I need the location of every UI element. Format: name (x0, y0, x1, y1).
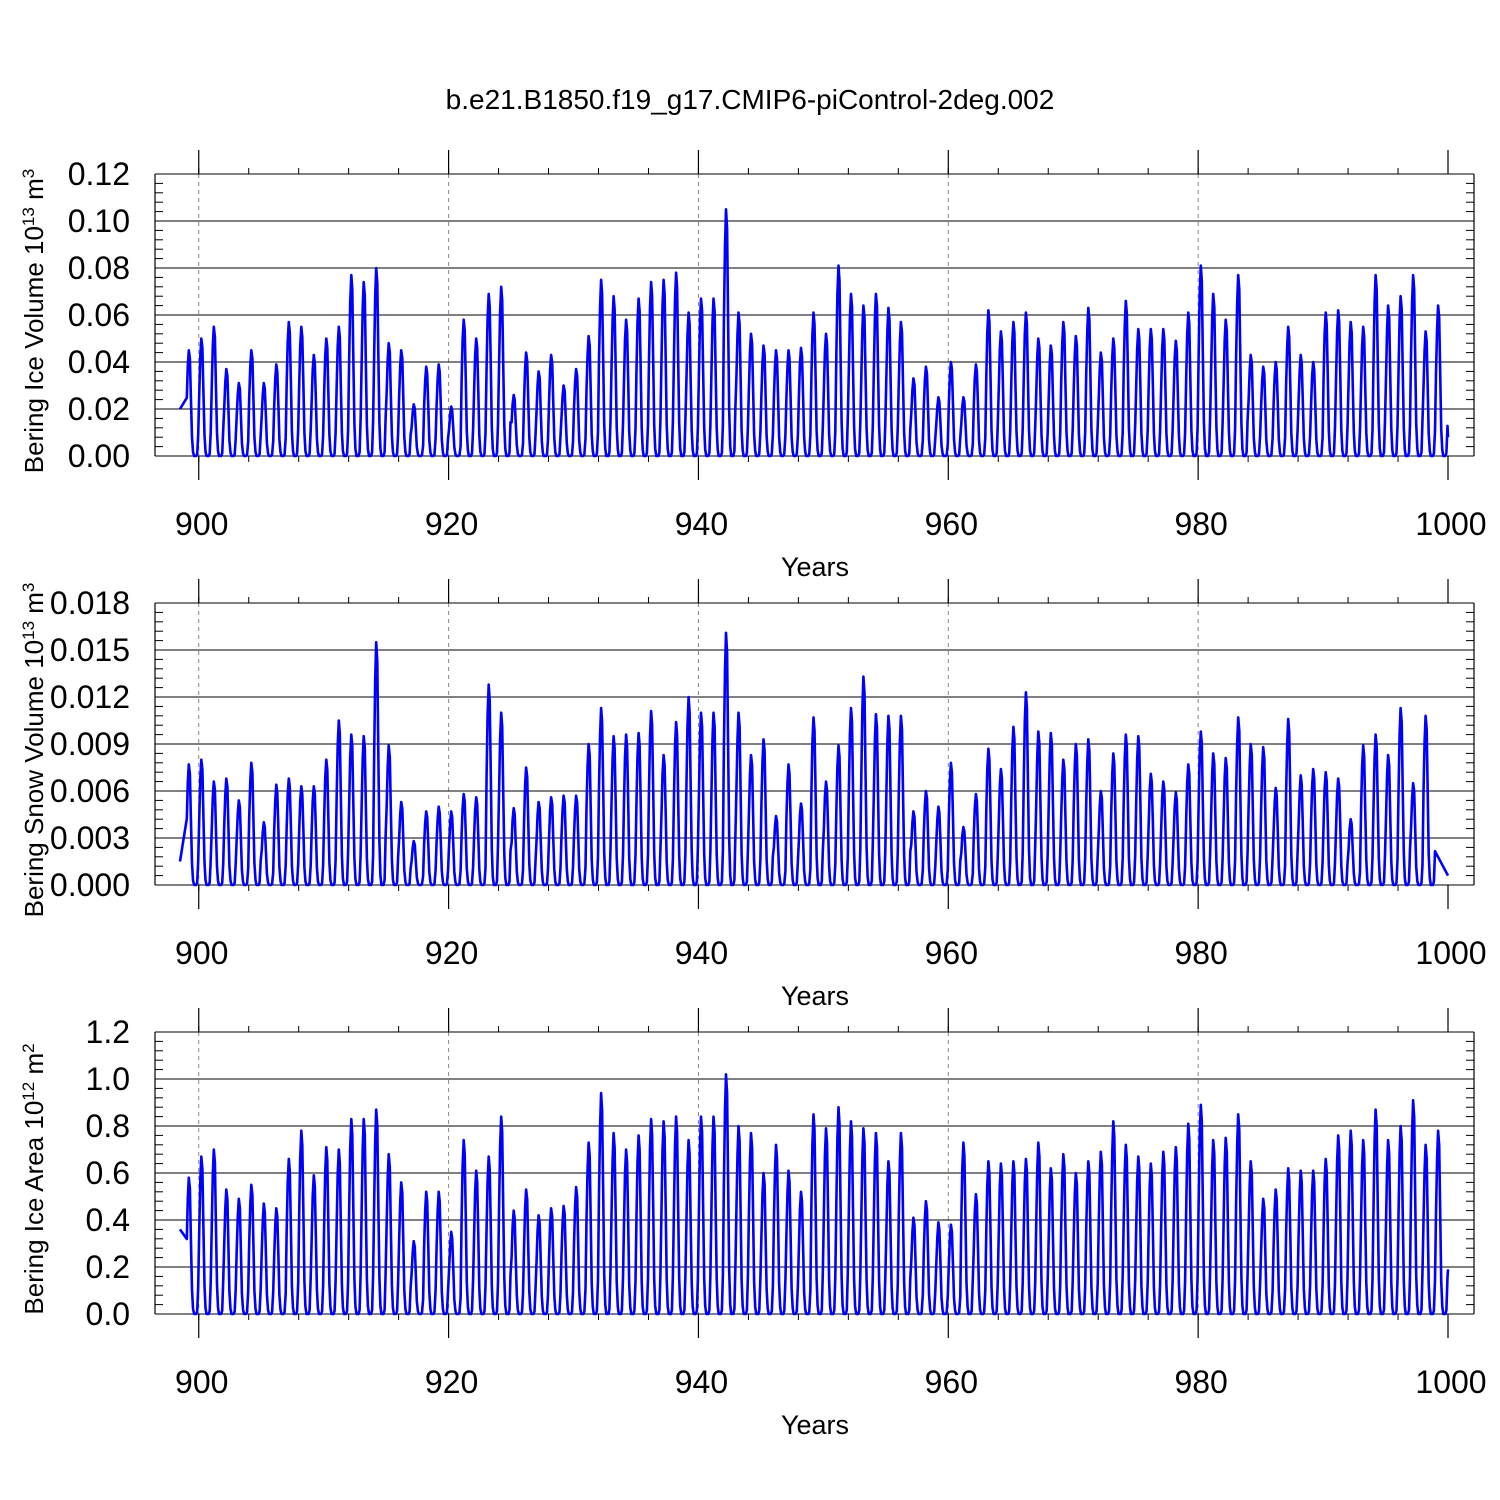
y-tick-label: 0.4 (86, 1202, 130, 1238)
y-axis-label-superscript: 13 (19, 207, 38, 226)
y-axis-label-text: Bering Ice Area 10 (19, 1101, 49, 1315)
y-tick-label: 0.10 (68, 203, 130, 239)
chart-panel-top: 900 920 940 960 980 1000 0.00 0.02 0.04 0.06 0.08 0… (19, 150, 1487, 582)
y-axis-label: Bering Snow Volume 1013 m3 (19, 583, 50, 918)
y-tick-label: 0.009 (50, 726, 130, 762)
y-tick-label: 0.04 (68, 344, 130, 380)
series-line-bering-snow-volume (178, 631, 1450, 887)
x-tick-label: 980 (1174, 935, 1227, 971)
x-tick-label: 900 (175, 935, 228, 971)
x-tick-label: 920 (425, 935, 478, 971)
y-tick-label: 0.012 (50, 679, 130, 715)
y-tick-label: 0.6 (86, 1155, 130, 1191)
x-tick-label: 900 (175, 506, 228, 542)
y-axis-label-superscript: 3 (19, 583, 38, 592)
y-axis-label-superscript: 3 (19, 169, 38, 178)
x-axis-label: Years (781, 1410, 849, 1440)
y-tick-label: 0.006 (50, 773, 130, 809)
x-tick-label: 960 (925, 935, 978, 971)
y-axis-label-text: Bering Ice Volume 10 (19, 226, 49, 473)
x-tick-label: 1000 (1415, 1364, 1486, 1400)
y-axis-label-superscript: 2 (19, 1043, 38, 1052)
figure-title: b.e21.B1850.f19_g17.CMIP6-piControl-2deg… (445, 84, 1055, 115)
y-tick-label: 1.0 (86, 1061, 130, 1097)
x-tick-label: 960 (925, 506, 978, 542)
x-tick-label: 960 (925, 1364, 978, 1400)
x-tick-label: 920 (425, 506, 478, 542)
x-tick-label: 980 (1174, 1364, 1227, 1400)
series-line-bering-ice-volume (178, 208, 1450, 458)
series-line-bering-ice-area (178, 1073, 1450, 1316)
chart-panel-middle: 900 920 940 960 980 1000 0.000 0.003 0.006 0.009 0… (19, 579, 1487, 1011)
y-axis-label-text: m (19, 178, 49, 207)
y-tick-label: 0.06 (68, 297, 130, 333)
x-tick-label: 1000 (1415, 935, 1486, 971)
y-tick-label: 0.12 (68, 156, 130, 192)
x-tick-label: 1000 (1415, 506, 1486, 542)
y-axis-label-superscript: 12 (19, 1082, 38, 1101)
y-tick-label: 0.2 (86, 1249, 130, 1285)
y-axis-label-text: m (19, 592, 49, 621)
y-tick-label: 0.08 (68, 250, 130, 286)
x-tick-label: 940 (675, 935, 728, 971)
y-tick-label: 0.003 (50, 820, 130, 856)
y-tick-label: 0.8 (86, 1108, 130, 1144)
y-axis-label: Bering Ice Volume 1013 m3 (19, 169, 50, 473)
chart-panel-bottom: 900 920 940 960 980 1000 0.0 0.2 0.4 0.6 0.8 1.0 1.2… (19, 1008, 1487, 1440)
y-tick-label: 0.015 (50, 632, 130, 668)
y-tick-label: 0.02 (68, 391, 130, 427)
x-tick-label: 920 (425, 1364, 478, 1400)
y-tick-label: 0.018 (50, 585, 130, 621)
y-axis-label-superscript: 13 (19, 621, 38, 640)
y-tick-label: 0.000 (50, 867, 130, 903)
x-tick-label: 940 (675, 1364, 728, 1400)
y-axis-label-text: Bering Snow Volume 10 (19, 640, 49, 918)
y-tick-label: 1.2 (86, 1014, 130, 1050)
y-tick-label: 0.0 (86, 1296, 130, 1332)
x-axis-label: Years (781, 552, 849, 582)
x-axis-label: Years (781, 981, 849, 1011)
y-axis-label: Bering Ice Area 1012 m2 (19, 1043, 50, 1314)
x-tick-label: 980 (1174, 506, 1227, 542)
y-axis-label-text: m (19, 1053, 49, 1082)
y-tick-label: 0.00 (68, 438, 130, 474)
x-tick-label: 900 (175, 1364, 228, 1400)
x-tick-label: 940 (675, 506, 728, 542)
